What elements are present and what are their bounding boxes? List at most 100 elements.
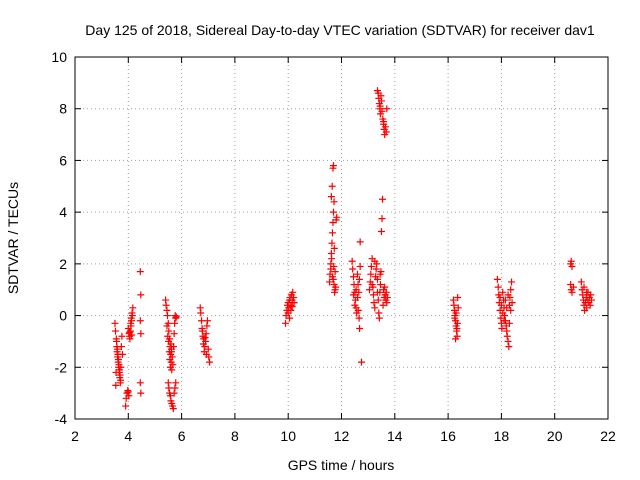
data-point-marker [331, 268, 339, 276]
data-point-marker [494, 283, 502, 291]
x-tick-label: 10 [280, 428, 296, 444]
data-point-marker [355, 275, 363, 283]
data-point-marker [170, 330, 178, 338]
data-point-marker [333, 213, 341, 221]
x-tick-label: 22 [600, 428, 616, 444]
data-point-marker [355, 314, 363, 322]
data-point-marker [377, 228, 385, 236]
data-point-marker [170, 343, 178, 351]
data-point-marker [374, 296, 382, 304]
data-point-marker [507, 306, 515, 314]
grid-lines [75, 57, 608, 419]
x-tick-label: 16 [440, 428, 456, 444]
data-point-marker [507, 286, 515, 294]
data-point-marker [376, 270, 384, 278]
data-point-marker [327, 193, 335, 201]
data-point-marker [282, 319, 290, 327]
data-point-marker [128, 309, 136, 317]
data-point-marker [505, 319, 513, 327]
data-point-marker [568, 288, 576, 296]
data-point-marker [330, 262, 338, 270]
data-point-marker [586, 301, 594, 309]
data-point-marker [126, 335, 134, 343]
data-point-marker [172, 379, 180, 387]
data-point-marker [202, 350, 210, 358]
data-point-marker [504, 337, 512, 345]
x-tick-label: 2 [71, 428, 79, 444]
data-point-marker [288, 303, 296, 311]
data-point-marker [349, 273, 357, 281]
data-point-marker [505, 343, 513, 351]
data-point-marker [383, 293, 391, 301]
y-tick-label: 4 [59, 204, 67, 220]
data-point-marker [368, 281, 376, 289]
x-tick-label: 14 [387, 428, 403, 444]
data-point-marker [328, 182, 336, 190]
data-point-marker [136, 379, 144, 387]
data-point-marker [454, 304, 462, 312]
data-point-marker [326, 278, 334, 286]
data-point-marker [113, 337, 121, 345]
y-tick-label: -4 [55, 411, 68, 427]
data-point-marker [112, 368, 120, 376]
data-point-marker [290, 299, 298, 307]
data-point-marker [165, 384, 173, 392]
data-point-marker [499, 309, 507, 317]
y-tick-label: 10 [51, 49, 67, 65]
data-point-marker [500, 317, 508, 325]
data-point-marker [287, 306, 295, 314]
data-point-marker [171, 319, 179, 327]
data-point-marker [172, 313, 180, 321]
x-tick-label: 6 [178, 428, 186, 444]
data-point-marker [198, 317, 206, 325]
data-point-marker [112, 327, 120, 335]
data-point-marker [452, 309, 460, 317]
data-point-marker [376, 281, 384, 289]
data-point-marker [137, 330, 145, 338]
data-point-marker [354, 281, 362, 289]
data-point-marker [380, 118, 388, 126]
data-point-marker [583, 288, 591, 296]
data-point-marker [376, 102, 384, 110]
data-point-marker [127, 331, 135, 339]
data-point-marker [330, 208, 338, 216]
data-point-marker [373, 275, 381, 283]
data-point-marker [367, 262, 375, 270]
data-point-marker [117, 343, 125, 351]
data-point-marker [117, 376, 125, 384]
y-tick-label: 2 [59, 256, 67, 272]
data-point-marker [451, 314, 459, 322]
data-points [111, 87, 595, 413]
data-point-marker [377, 97, 385, 105]
data-point-marker [118, 350, 126, 358]
data-point-marker [330, 244, 338, 252]
data-point-marker [112, 381, 120, 389]
data-point-marker [496, 293, 504, 301]
data-point-marker [453, 325, 461, 332]
data-point-marker [349, 291, 357, 299]
data-point-marker [580, 283, 588, 291]
data-point-marker [165, 327, 173, 335]
data-point-marker [204, 345, 212, 353]
data-point-marker [162, 301, 170, 309]
data-point-marker [137, 291, 145, 299]
x-tick-label: 20 [547, 428, 563, 444]
data-point-marker [370, 299, 378, 307]
data-point-marker [356, 262, 364, 270]
data-point-marker [328, 255, 336, 263]
x-tick-label: 12 [334, 428, 350, 444]
data-point-marker [379, 301, 387, 309]
data-point-marker [501, 296, 509, 304]
data-point-marker [568, 262, 576, 270]
data-point-marker [136, 268, 144, 276]
data-point-marker [122, 402, 130, 410]
data-point-marker [129, 304, 137, 312]
data-point-marker [206, 358, 214, 366]
x-tick-label: 18 [494, 428, 510, 444]
data-point-marker [379, 195, 387, 203]
data-point-marker [286, 314, 294, 322]
y-tick-label: 8 [59, 101, 67, 117]
data-point-marker [356, 238, 364, 246]
